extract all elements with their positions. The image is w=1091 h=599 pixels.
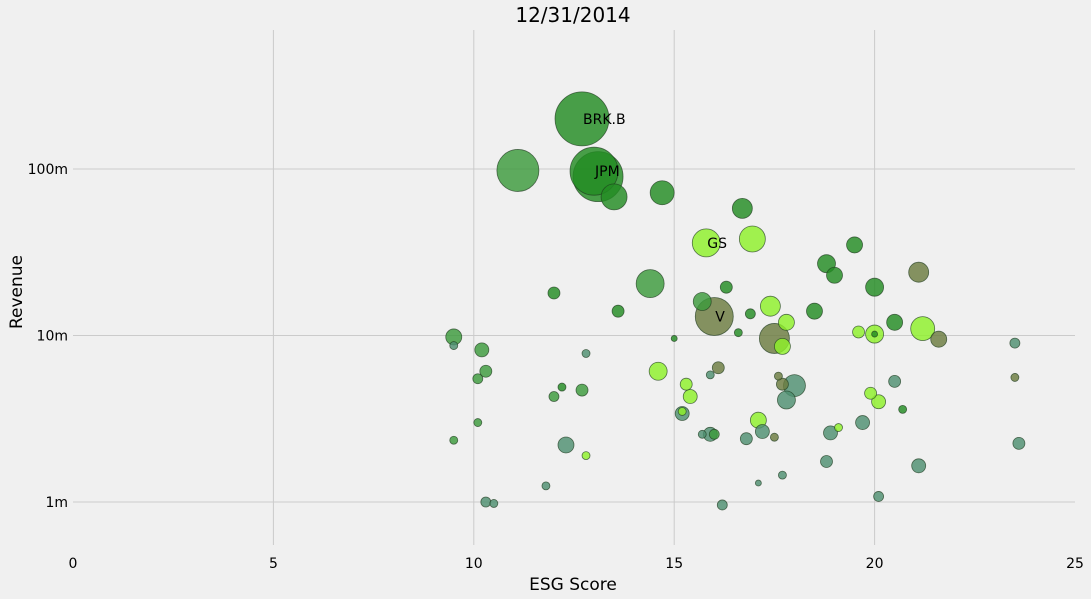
scatter-point <box>888 375 902 388</box>
scatter-point <box>806 302 823 320</box>
scatter-point <box>864 386 877 400</box>
scatter-point <box>834 423 843 432</box>
scatter-point <box>708 428 720 440</box>
scatter-point <box>774 371 783 381</box>
scatter-point <box>898 404 908 414</box>
scatter-point <box>557 382 567 392</box>
scatter-point <box>600 183 628 211</box>
x-tick-label: 25 <box>1066 556 1084 572</box>
scatter-point <box>547 286 561 300</box>
scatter-point <box>778 313 795 331</box>
scatter-point <box>449 341 459 350</box>
scatter-point <box>778 470 787 480</box>
y-axis-label: Revenue <box>7 255 27 329</box>
scatter-point <box>473 418 483 427</box>
scatter-point <box>1009 337 1021 349</box>
scatter-point <box>496 149 540 192</box>
scatter-point <box>489 499 499 508</box>
x-tick-label: 20 <box>866 556 884 572</box>
scatter-point <box>871 394 887 410</box>
scatter-point <box>744 308 756 320</box>
scatter-point <box>1010 373 1020 382</box>
scatter-point <box>697 429 707 439</box>
scatter-point <box>754 479 762 487</box>
scatter-point <box>774 338 791 355</box>
scatter-point <box>670 335 678 342</box>
scatter-point <box>910 316 936 342</box>
scatter-point <box>820 455 833 468</box>
scatter-point <box>886 313 904 331</box>
scatter-point <box>731 197 753 219</box>
scatter-point <box>691 228 721 258</box>
scatter-point <box>711 361 725 375</box>
scatter-point <box>449 435 459 445</box>
scatter-point <box>738 225 766 253</box>
scatter-point <box>777 390 796 410</box>
scatter-point <box>480 496 492 508</box>
scatter-point <box>548 391 560 402</box>
scatter-point <box>754 424 770 439</box>
data-points <box>445 91 1026 511</box>
scatter-point <box>826 266 843 284</box>
scatter-point <box>719 280 733 294</box>
x-tick-label: 5 <box>269 556 278 572</box>
scatter-point <box>865 277 884 297</box>
scatter-point <box>739 432 753 446</box>
scatter-point <box>855 415 870 430</box>
x-axis-label: ESG Score <box>529 575 617 595</box>
scatter-point <box>733 328 743 338</box>
scatter-point <box>679 377 693 391</box>
scatter-point <box>581 451 591 460</box>
scatter-point <box>705 370 715 380</box>
data-labels: BRK.B JPM GS V <box>583 112 727 326</box>
scatter-point <box>871 330 878 338</box>
point-label: V <box>715 310 725 326</box>
scatter-point <box>581 349 591 358</box>
scatter-point <box>846 236 863 254</box>
tick-labels: 0 5 10 15 20 25 1m 10m 100m <box>28 162 1084 572</box>
scatter-point <box>575 383 589 397</box>
scatter-point <box>472 373 484 385</box>
scatter-point <box>759 295 781 317</box>
scatter-point <box>554 91 610 147</box>
scatter-point <box>911 458 927 474</box>
chart-title: 12/31/2014 <box>515 3 630 27</box>
scatter-point <box>649 180 675 206</box>
scatter-point <box>479 364 493 378</box>
scatter-point <box>648 361 668 381</box>
scatter-point <box>677 407 687 416</box>
point-label: JPM <box>594 164 620 180</box>
x-tick-label: 15 <box>665 556 683 572</box>
scatter-point <box>823 425 838 441</box>
y-tick-label: 100m <box>28 162 68 178</box>
scatter-point <box>716 499 728 511</box>
scatter-point <box>908 261 930 283</box>
scatter-point <box>1012 436 1026 450</box>
scatter-point <box>852 325 865 339</box>
scatter-point <box>930 330 948 348</box>
scatter-point <box>692 292 712 311</box>
scatter-point <box>541 481 551 491</box>
y-tick-label: 1m <box>45 495 68 511</box>
scatter-point <box>873 491 885 502</box>
x-tick-label: 0 <box>69 556 78 572</box>
scatter-point <box>776 377 789 391</box>
scatter-point <box>557 436 575 454</box>
point-label: GS <box>707 236 727 252</box>
scatter-point <box>474 342 490 358</box>
scatter-point <box>611 304 625 318</box>
point-label: BRK.B <box>583 112 626 128</box>
scatter-point <box>635 269 665 298</box>
scatter-point <box>682 389 698 404</box>
scatter-point <box>770 432 779 442</box>
scatter-point <box>569 146 619 196</box>
y-tick-label: 10m <box>37 329 68 345</box>
x-tick-label: 10 <box>465 556 483 572</box>
